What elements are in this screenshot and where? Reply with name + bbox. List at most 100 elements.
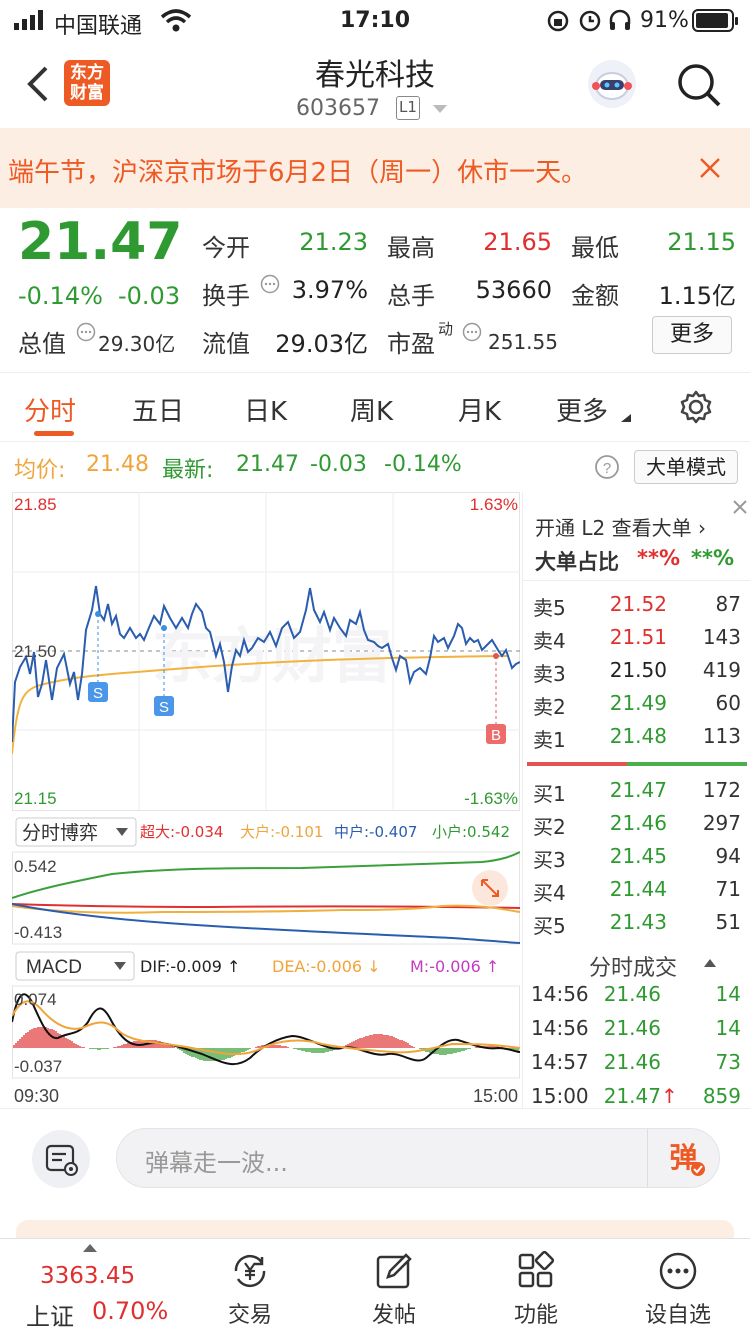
battery-icon — [692, 9, 738, 32]
logo-line1: 东方 — [70, 63, 104, 83]
tab-weekly-k[interactable]: 周K — [350, 397, 394, 427]
bottom-tab-bar: 3363.45 上证 0.70% 交易 发帖 功能 设自选 — [0, 1238, 750, 1334]
collapse-triangle-icon[interactable] — [703, 958, 717, 968]
bid-volume: 94 — [715, 844, 741, 868]
change-amount: -0.03 — [118, 282, 181, 310]
tick-row: 14:56 21.46 14 — [523, 1016, 750, 1049]
ticks-title: 分时成交 — [589, 956, 678, 981]
ask-row[interactable]: 卖3 21.50 419 — [523, 658, 750, 691]
active-tab-indicator — [34, 431, 74, 436]
index-percent[interactable]: 0.70% — [92, 1297, 169, 1325]
amount-value: 1.15亿 — [658, 282, 736, 310]
latest-value: 21.47 — [236, 452, 299, 477]
more-quote-button[interactable]: 更多 — [652, 316, 732, 354]
settings-gear-icon[interactable] — [678, 389, 714, 425]
check-badge-icon — [691, 1162, 705, 1176]
robot-assistant-icon[interactable] — [586, 58, 638, 110]
chart-svg: 东方财富 S S B 21.85 21.50 21.15 1.63% -1.63… — [12, 492, 520, 1106]
close-icon[interactable] — [731, 498, 749, 516]
bid-row[interactable]: 买2 21.46 297 — [523, 811, 750, 844]
high-label: 最高 — [387, 234, 435, 262]
bid-volume: 71 — [715, 877, 741, 901]
period-tabs: 分时 五日 日K 周K 月K 更多 — [0, 372, 750, 442]
level-badge[interactable]: L1 — [396, 96, 420, 120]
macd-axis-bottom: -0.037 — [14, 1057, 62, 1076]
index-value[interactable]: 3363.45 — [40, 1263, 136, 1289]
bid-level: 买2 — [533, 815, 566, 839]
sell-marker: S — [159, 699, 169, 716]
clock: 17:10 — [339, 8, 411, 33]
send-danmaku-button[interactable]: 弹 — [647, 1129, 719, 1187]
tab-intraday[interactable]: 分时 — [24, 397, 77, 427]
macd-select[interactable]: MACD — [26, 957, 82, 978]
danmaku-input[interactable]: 弹幕走一波... 弹 — [116, 1128, 720, 1188]
ask-row[interactable]: 卖1 21.48 113 — [523, 724, 750, 757]
bid-level: 买4 — [533, 881, 566, 905]
tab-daily-k[interactable]: 日K — [244, 397, 288, 427]
info-dots-icon[interactable] — [76, 322, 96, 342]
stock-name: 春光科技 — [315, 58, 435, 93]
watermark: 东方财富 — [152, 623, 392, 690]
open-value: 21.23 — [299, 228, 368, 256]
tick-price: 21.46 — [603, 1016, 661, 1040]
turnover-label: 换手 — [202, 282, 250, 310]
bid-row[interactable]: 买4 21.44 71 — [523, 877, 750, 910]
tick-volume: 14 — [715, 982, 741, 1006]
y-axis-mid: 21.50 — [14, 642, 57, 661]
tab-five-day[interactable]: 五日 — [132, 397, 185, 427]
close-icon[interactable] — [698, 156, 722, 180]
ask-row[interactable]: 卖2 21.49 60 — [523, 691, 750, 724]
sell-marker: S — [93, 685, 103, 702]
help-icon[interactable]: ? — [594, 454, 620, 480]
bid-volume: 297 — [702, 811, 741, 835]
intraday-chart[interactable]: 东方财富 S S B 21.85 21.50 21.15 1.63% -1.63… — [12, 492, 520, 1108]
danmaku-settings-button[interactable] — [32, 1130, 90, 1188]
ratio-bar-red — [527, 762, 627, 766]
info-dots-icon[interactable] — [462, 322, 482, 342]
info-dots-icon[interactable] — [260, 274, 280, 294]
pct-axis-bottom: -1.63% — [464, 789, 518, 808]
flow-select[interactable]: 分时博弈 — [22, 822, 98, 844]
big-ratio-label: 大单占比 — [535, 550, 619, 574]
low-value: 21.15 — [667, 228, 736, 256]
tab-monthly-k[interactable]: 月K — [458, 397, 502, 427]
back-arrow-icon[interactable] — [24, 64, 52, 104]
bid-row[interactable]: 买1 21.47 172 — [523, 778, 750, 811]
bid-row[interactable]: 买3 21.45 94 — [523, 844, 750, 877]
logo-line2: 财富 — [70, 83, 104, 103]
avg-price-label: 均价: — [14, 458, 66, 483]
tick-time: 14:56 — [531, 982, 589, 1006]
bid-price: 21.43 — [609, 910, 667, 934]
more-triangle-icon — [621, 414, 631, 422]
mktcap-value: 29.30亿 — [98, 332, 176, 356]
dropdown-triangle-icon[interactable] — [432, 104, 448, 114]
trade-tab[interactable]: 交易 — [190, 1249, 310, 1329]
up-triangle-icon — [83, 1244, 97, 1252]
time-start: 09:30 — [14, 1086, 59, 1106]
ask-row[interactable]: 卖4 21.51 143 — [523, 625, 750, 658]
banner-text: 端午节，沪深京市场于6月2日（周一）休市一天。 — [8, 158, 588, 188]
trade-label: 交易 — [227, 1303, 272, 1328]
flow-super: 超大:-0.034 — [140, 823, 223, 841]
pe-superscript: 动 — [438, 320, 454, 338]
holiday-banner[interactable]: 端午节，沪深京市场于6月2日（周一）休市一天。 — [0, 128, 750, 208]
bid-row[interactable]: 买5 21.43 51 — [523, 910, 750, 943]
tab-more[interactable]: 更多 — [556, 397, 609, 427]
tick-time: 14:56 — [531, 1016, 589, 1040]
turnover-value: 3.97% — [291, 276, 368, 304]
y-axis-top: 21.85 — [14, 495, 57, 514]
macd-dif: DIF:-0.009 ↑ — [140, 957, 240, 976]
l2-link[interactable]: 开通 L2 查看大单 › — [535, 516, 706, 540]
tick-price: 21.47 — [603, 1084, 661, 1108]
ask-row[interactable]: 卖5 21.52 87 — [523, 592, 750, 625]
big-order-mode-button[interactable]: 大单模式 — [634, 450, 738, 484]
ask-volume: 419 — [702, 658, 741, 682]
ask-volume: 87 — [715, 592, 741, 616]
stock-code: 603657 — [296, 96, 380, 121]
features-tab[interactable]: 功能 — [476, 1249, 596, 1329]
search-icon[interactable] — [676, 62, 722, 108]
add-watchlist-tab[interactable]: 设自选 — [618, 1249, 738, 1329]
index-name[interactable]: 上证 — [26, 1303, 74, 1331]
post-tab[interactable]: 发帖 — [334, 1249, 454, 1329]
tick-volume: 859 — [702, 1084, 741, 1108]
